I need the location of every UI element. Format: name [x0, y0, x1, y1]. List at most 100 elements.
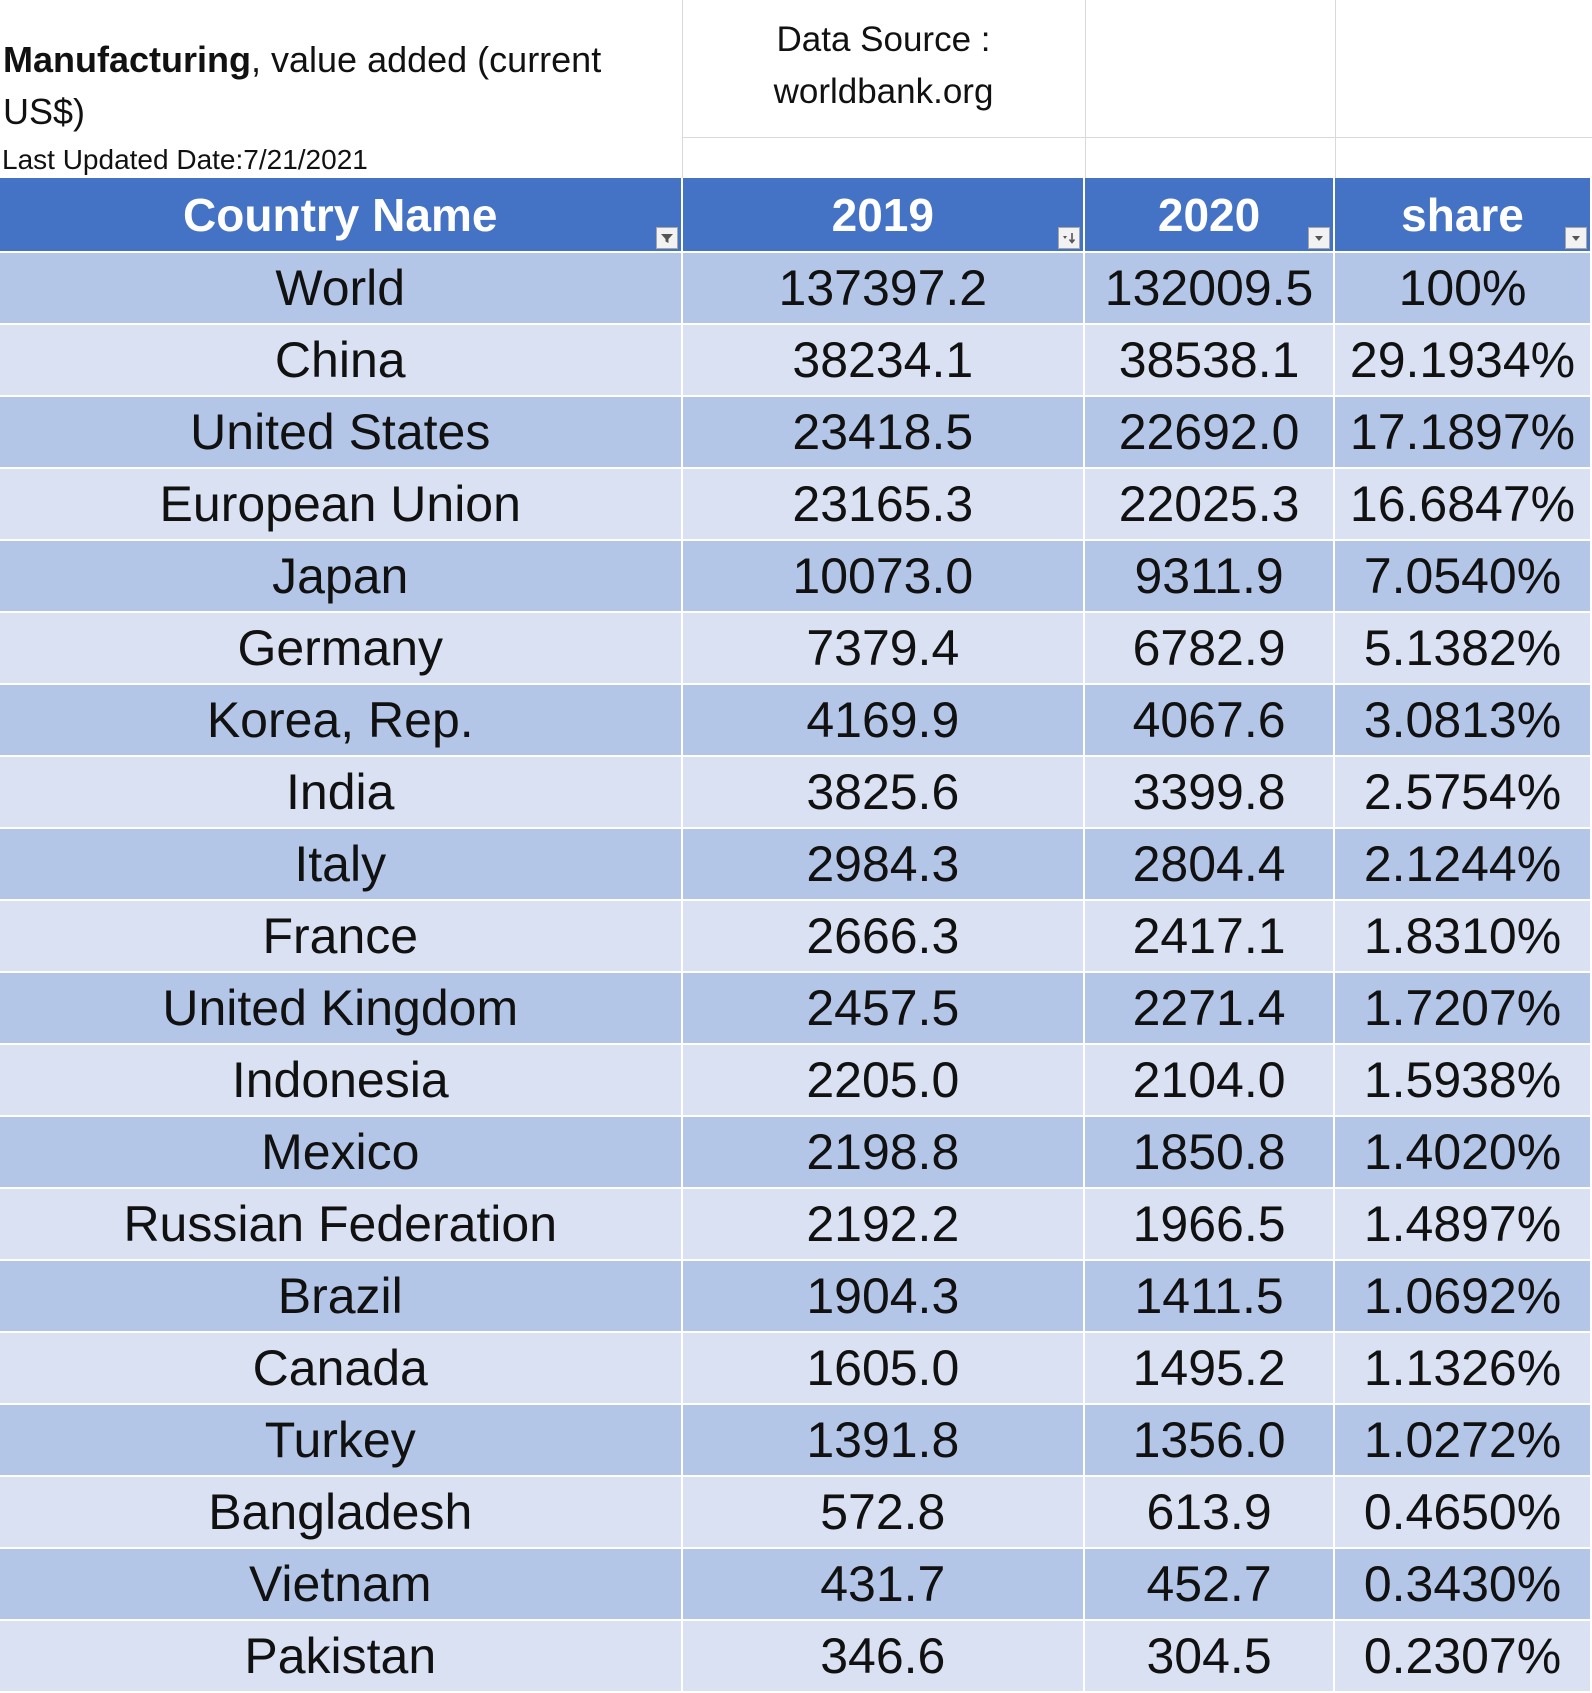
cell-2020[interactable]: 1850.8: [1084, 1116, 1336, 1189]
cell-2020[interactable]: 22692.0: [1084, 396, 1336, 469]
cell-share[interactable]: 3.0813%: [1334, 684, 1592, 757]
cell-share[interactable]: 1.4897%: [1334, 1188, 1592, 1261]
cell-2020[interactable]: 4067.6: [1084, 684, 1336, 757]
cell-2019[interactable]: 1904.3: [681, 1260, 1086, 1333]
cell-2020[interactable]: 452.7: [1084, 1548, 1336, 1621]
column-header-2020[interactable]: 2020: [1084, 178, 1336, 253]
cell-2020[interactable]: 38538.1: [1084, 324, 1336, 397]
cell-2019[interactable]: 431.7: [681, 1548, 1086, 1621]
cell-country[interactable]: World: [0, 252, 683, 325]
cell-country[interactable]: Indonesia: [0, 1044, 683, 1117]
cell-country[interactable]: European Union: [0, 468, 683, 541]
cell-country[interactable]: China: [0, 324, 683, 397]
column-header-label: Country Name: [183, 188, 498, 241]
cell-2019[interactable]: 23165.3: [681, 468, 1086, 541]
cell-share[interactable]: 2.1244%: [1334, 828, 1592, 901]
table-row: European Union 23165.3 22025.3 16.6847%: [0, 468, 1592, 541]
sort-descending-icon[interactable]: [1058, 227, 1081, 249]
table-row: Canada 1605.0 1495.2 1.1326%: [0, 1332, 1592, 1405]
table-row: India 3825.6 3399.8 2.5754%: [0, 756, 1592, 829]
cell-share[interactable]: 1.5938%: [1334, 1044, 1592, 1117]
cell-2019[interactable]: 7379.4: [681, 612, 1086, 685]
cell-2020[interactable]: 3399.8: [1084, 756, 1336, 829]
cell-country[interactable]: Bangladesh: [0, 1476, 683, 1549]
cell-country[interactable]: Turkey: [0, 1404, 683, 1477]
cell-share[interactable]: 0.2307%: [1334, 1620, 1592, 1693]
cell-2020[interactable]: 6782.9: [1084, 612, 1336, 685]
cell-2019[interactable]: 2984.3: [681, 828, 1086, 901]
cell-country[interactable]: Canada: [0, 1332, 683, 1405]
column-header-country[interactable]: Country Name: [0, 178, 683, 253]
cell-share[interactable]: 1.0272%: [1334, 1404, 1592, 1477]
sheet-title[interactable]: Manufacturing, value added (current US$): [3, 34, 673, 138]
cell-country[interactable]: Brazil: [0, 1260, 683, 1333]
cell-2020[interactable]: 2804.4: [1084, 828, 1336, 901]
cell-2020[interactable]: 613.9: [1084, 1476, 1336, 1549]
cell-share[interactable]: 1.1326%: [1334, 1332, 1592, 1405]
cell-share[interactable]: 17.1897%: [1334, 396, 1592, 469]
cell-country[interactable]: Pakistan: [0, 1620, 683, 1693]
last-updated-cell[interactable]: Last Updated Date:7/21/2021: [2, 144, 368, 175]
cell-2019[interactable]: 2457.5: [681, 972, 1086, 1045]
cell-country[interactable]: Germany: [0, 612, 683, 685]
cell-2020[interactable]: 1356.0: [1084, 1404, 1336, 1477]
cell-2019[interactable]: 10073.0: [681, 540, 1086, 613]
cell-share[interactable]: 7.0540%: [1334, 540, 1592, 613]
cell-share[interactable]: 2.5754%: [1334, 756, 1592, 829]
cell-2020[interactable]: 1966.5: [1084, 1188, 1336, 1261]
cell-2020[interactable]: 132009.5: [1084, 252, 1336, 325]
cell-country[interactable]: Italy: [0, 828, 683, 901]
cell-country[interactable]: India: [0, 756, 683, 829]
cell-share[interactable]: 16.6847%: [1334, 468, 1592, 541]
cell-2020[interactable]: 2104.0: [1084, 1044, 1336, 1117]
cell-share[interactable]: 5.1382%: [1334, 612, 1592, 685]
cell-2019[interactable]: 2192.2: [681, 1188, 1086, 1261]
cell-2019[interactable]: 4169.9: [681, 684, 1086, 757]
data-source-cell[interactable]: Data Source : worldbank.org: [682, 14, 1085, 118]
table-row: Indonesia 2205.0 2104.0 1.5938%: [0, 1044, 1592, 1117]
cell-2019[interactable]: 2666.3: [681, 900, 1086, 973]
cell-share[interactable]: 1.4020%: [1334, 1116, 1592, 1189]
cell-2019[interactable]: 23418.5: [681, 396, 1086, 469]
cell-2020[interactable]: 304.5: [1084, 1620, 1336, 1693]
cell-country[interactable]: Japan: [0, 540, 683, 613]
cell-2020[interactable]: 9311.9: [1084, 540, 1336, 613]
cell-2020[interactable]: 22025.3: [1084, 468, 1336, 541]
cell-share[interactable]: 0.4650%: [1334, 1476, 1592, 1549]
cell-2020[interactable]: 1495.2: [1084, 1332, 1336, 1405]
cell-country[interactable]: United States: [0, 396, 683, 469]
column-header-share[interactable]: share: [1334, 178, 1592, 253]
cell-2020[interactable]: 1411.5: [1084, 1260, 1336, 1333]
cell-2020[interactable]: 2271.4: [1084, 972, 1336, 1045]
cell-2019[interactable]: 3825.6: [681, 756, 1086, 829]
cell-country[interactable]: Vietnam: [0, 1548, 683, 1621]
cell-share[interactable]: 29.1934%: [1334, 324, 1592, 397]
cell-share[interactable]: 1.0692%: [1334, 1260, 1592, 1333]
cell-2019[interactable]: 2205.0: [681, 1044, 1086, 1117]
cell-2019[interactable]: 572.8: [681, 1476, 1086, 1549]
cell-share[interactable]: 100%: [1334, 252, 1592, 325]
dropdown-arrow-icon[interactable]: [1308, 227, 1331, 249]
cell-country[interactable]: Korea, Rep.: [0, 684, 683, 757]
cell-share[interactable]: 0.3430%: [1334, 1548, 1592, 1621]
cell-2019[interactable]: 2198.8: [681, 1116, 1086, 1189]
cell-2019[interactable]: 346.6: [681, 1620, 1086, 1693]
table-row: Turkey 1391.8 1356.0 1.0272%: [0, 1404, 1592, 1477]
cell-country[interactable]: Russian Federation: [0, 1188, 683, 1261]
cell-2019[interactable]: 38234.1: [681, 324, 1086, 397]
gridline: [1085, 0, 1086, 178]
cell-country[interactable]: United Kingdom: [0, 972, 683, 1045]
cell-2019[interactable]: 1605.0: [681, 1332, 1086, 1405]
filter-funnel-icon[interactable]: [655, 227, 678, 249]
dropdown-arrow-icon[interactable]: [1565, 227, 1587, 249]
cell-country[interactable]: France: [0, 900, 683, 973]
column-header-2019[interactable]: 2019: [681, 178, 1086, 253]
cell-2019[interactable]: 137397.2: [681, 252, 1086, 325]
cell-share[interactable]: 1.7207%: [1334, 972, 1592, 1045]
cell-2019[interactable]: 1391.8: [681, 1404, 1086, 1477]
sheet-info-area: Manufacturing, value added (current US$)…: [0, 0, 1592, 178]
cell-share[interactable]: 1.8310%: [1334, 900, 1592, 973]
cell-country[interactable]: Mexico: [0, 1116, 683, 1189]
cell-2020[interactable]: 2417.1: [1084, 900, 1336, 973]
table-row: France 2666.3 2417.1 1.8310%: [0, 900, 1592, 973]
